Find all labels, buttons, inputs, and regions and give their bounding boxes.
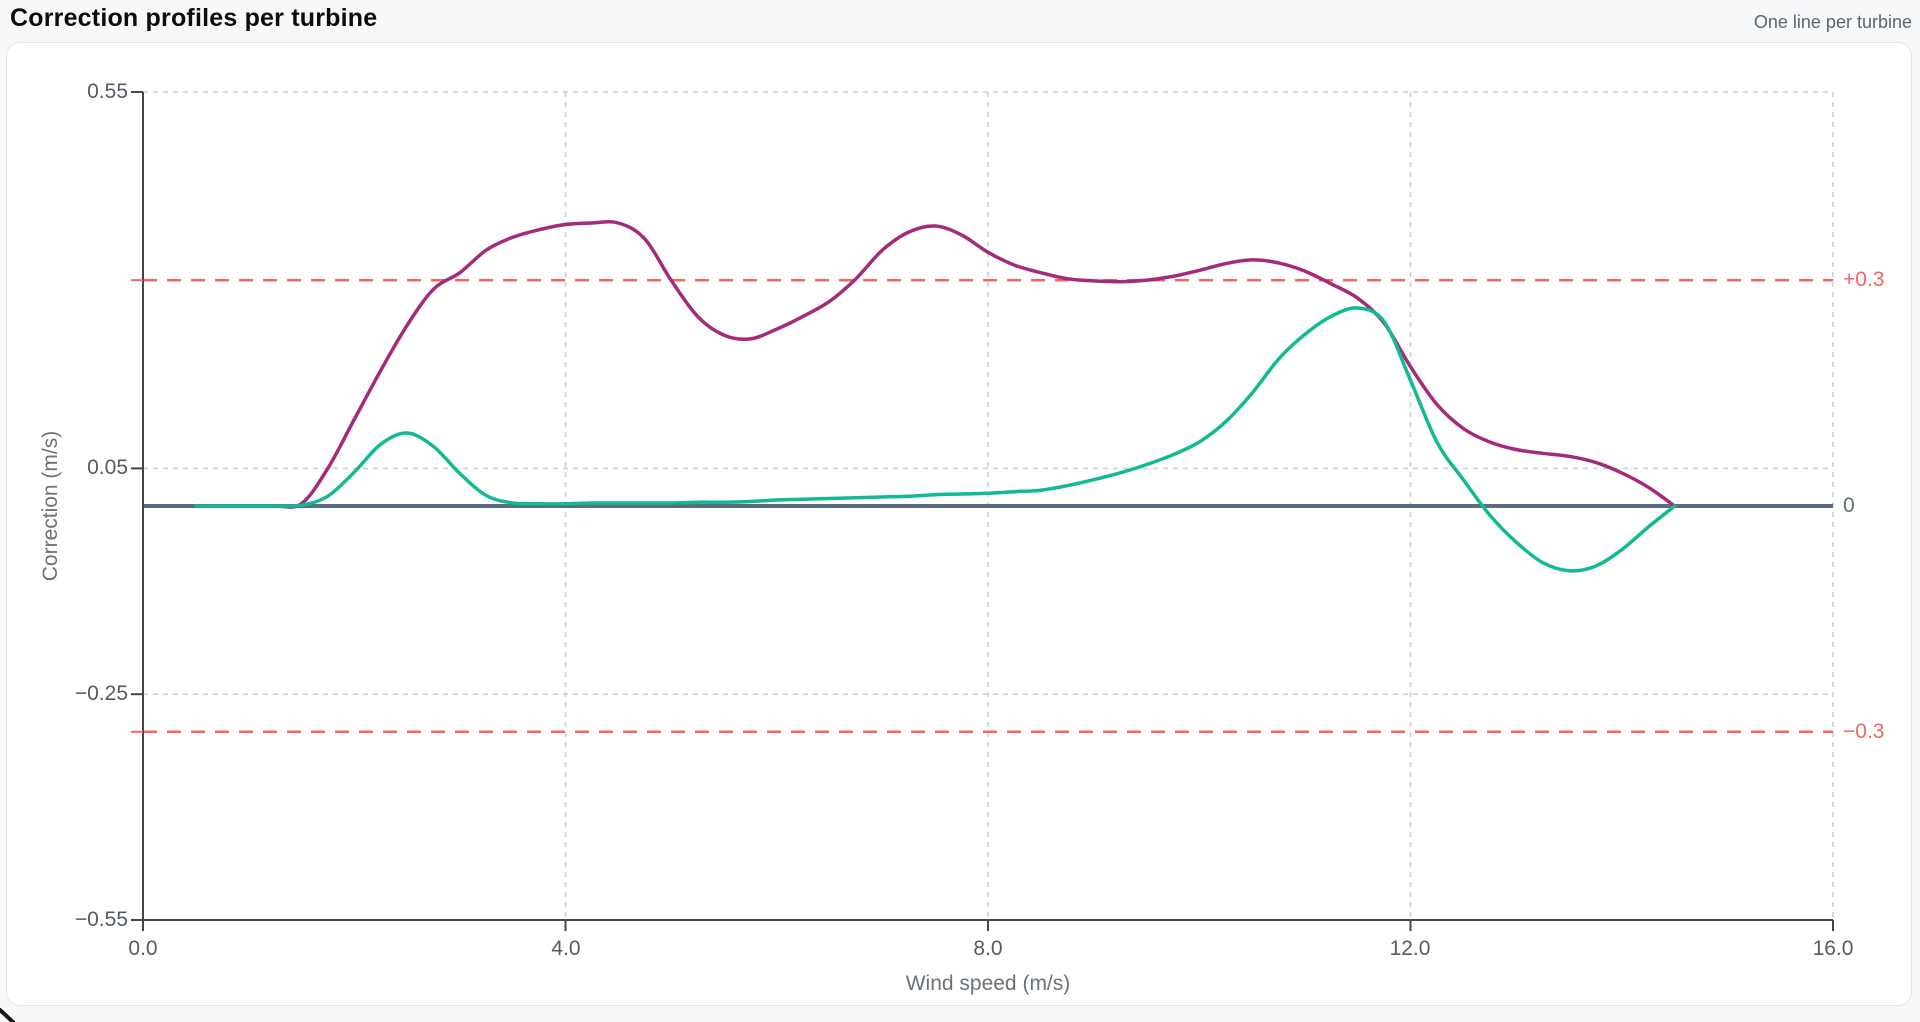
x-tick-label: 4.0 — [551, 937, 581, 960]
x-tick-label: 0.0 — [128, 937, 158, 960]
x-axis-title: Wind speed (m/s) — [905, 972, 1071, 995]
page-title: Correction profiles per turbine — [10, 4, 378, 32]
chart-subtitle: One line per turbine — [1753, 12, 1912, 32]
chart-panel — [6, 42, 1912, 1006]
x-tick-label: 16.0 — [1812, 937, 1854, 960]
x-tick-label: 12.0 — [1389, 937, 1431, 960]
reference-label-plus: +0.3 — [1843, 268, 1885, 291]
reference-label-minus: −0.3 — [1843, 720, 1885, 743]
y-axis-title: Correction (m/s) — [39, 430, 62, 582]
y-tick-label: −0.55 — [74, 908, 128, 931]
y-tick-label: 0.05 — [87, 456, 128, 479]
y-tick-label: 0.55 — [87, 80, 128, 103]
y-tick-label: −0.25 — [74, 682, 128, 705]
reference-label-zero: 0 — [1843, 494, 1855, 517]
x-tick-label: 8.0 — [973, 937, 1003, 960]
